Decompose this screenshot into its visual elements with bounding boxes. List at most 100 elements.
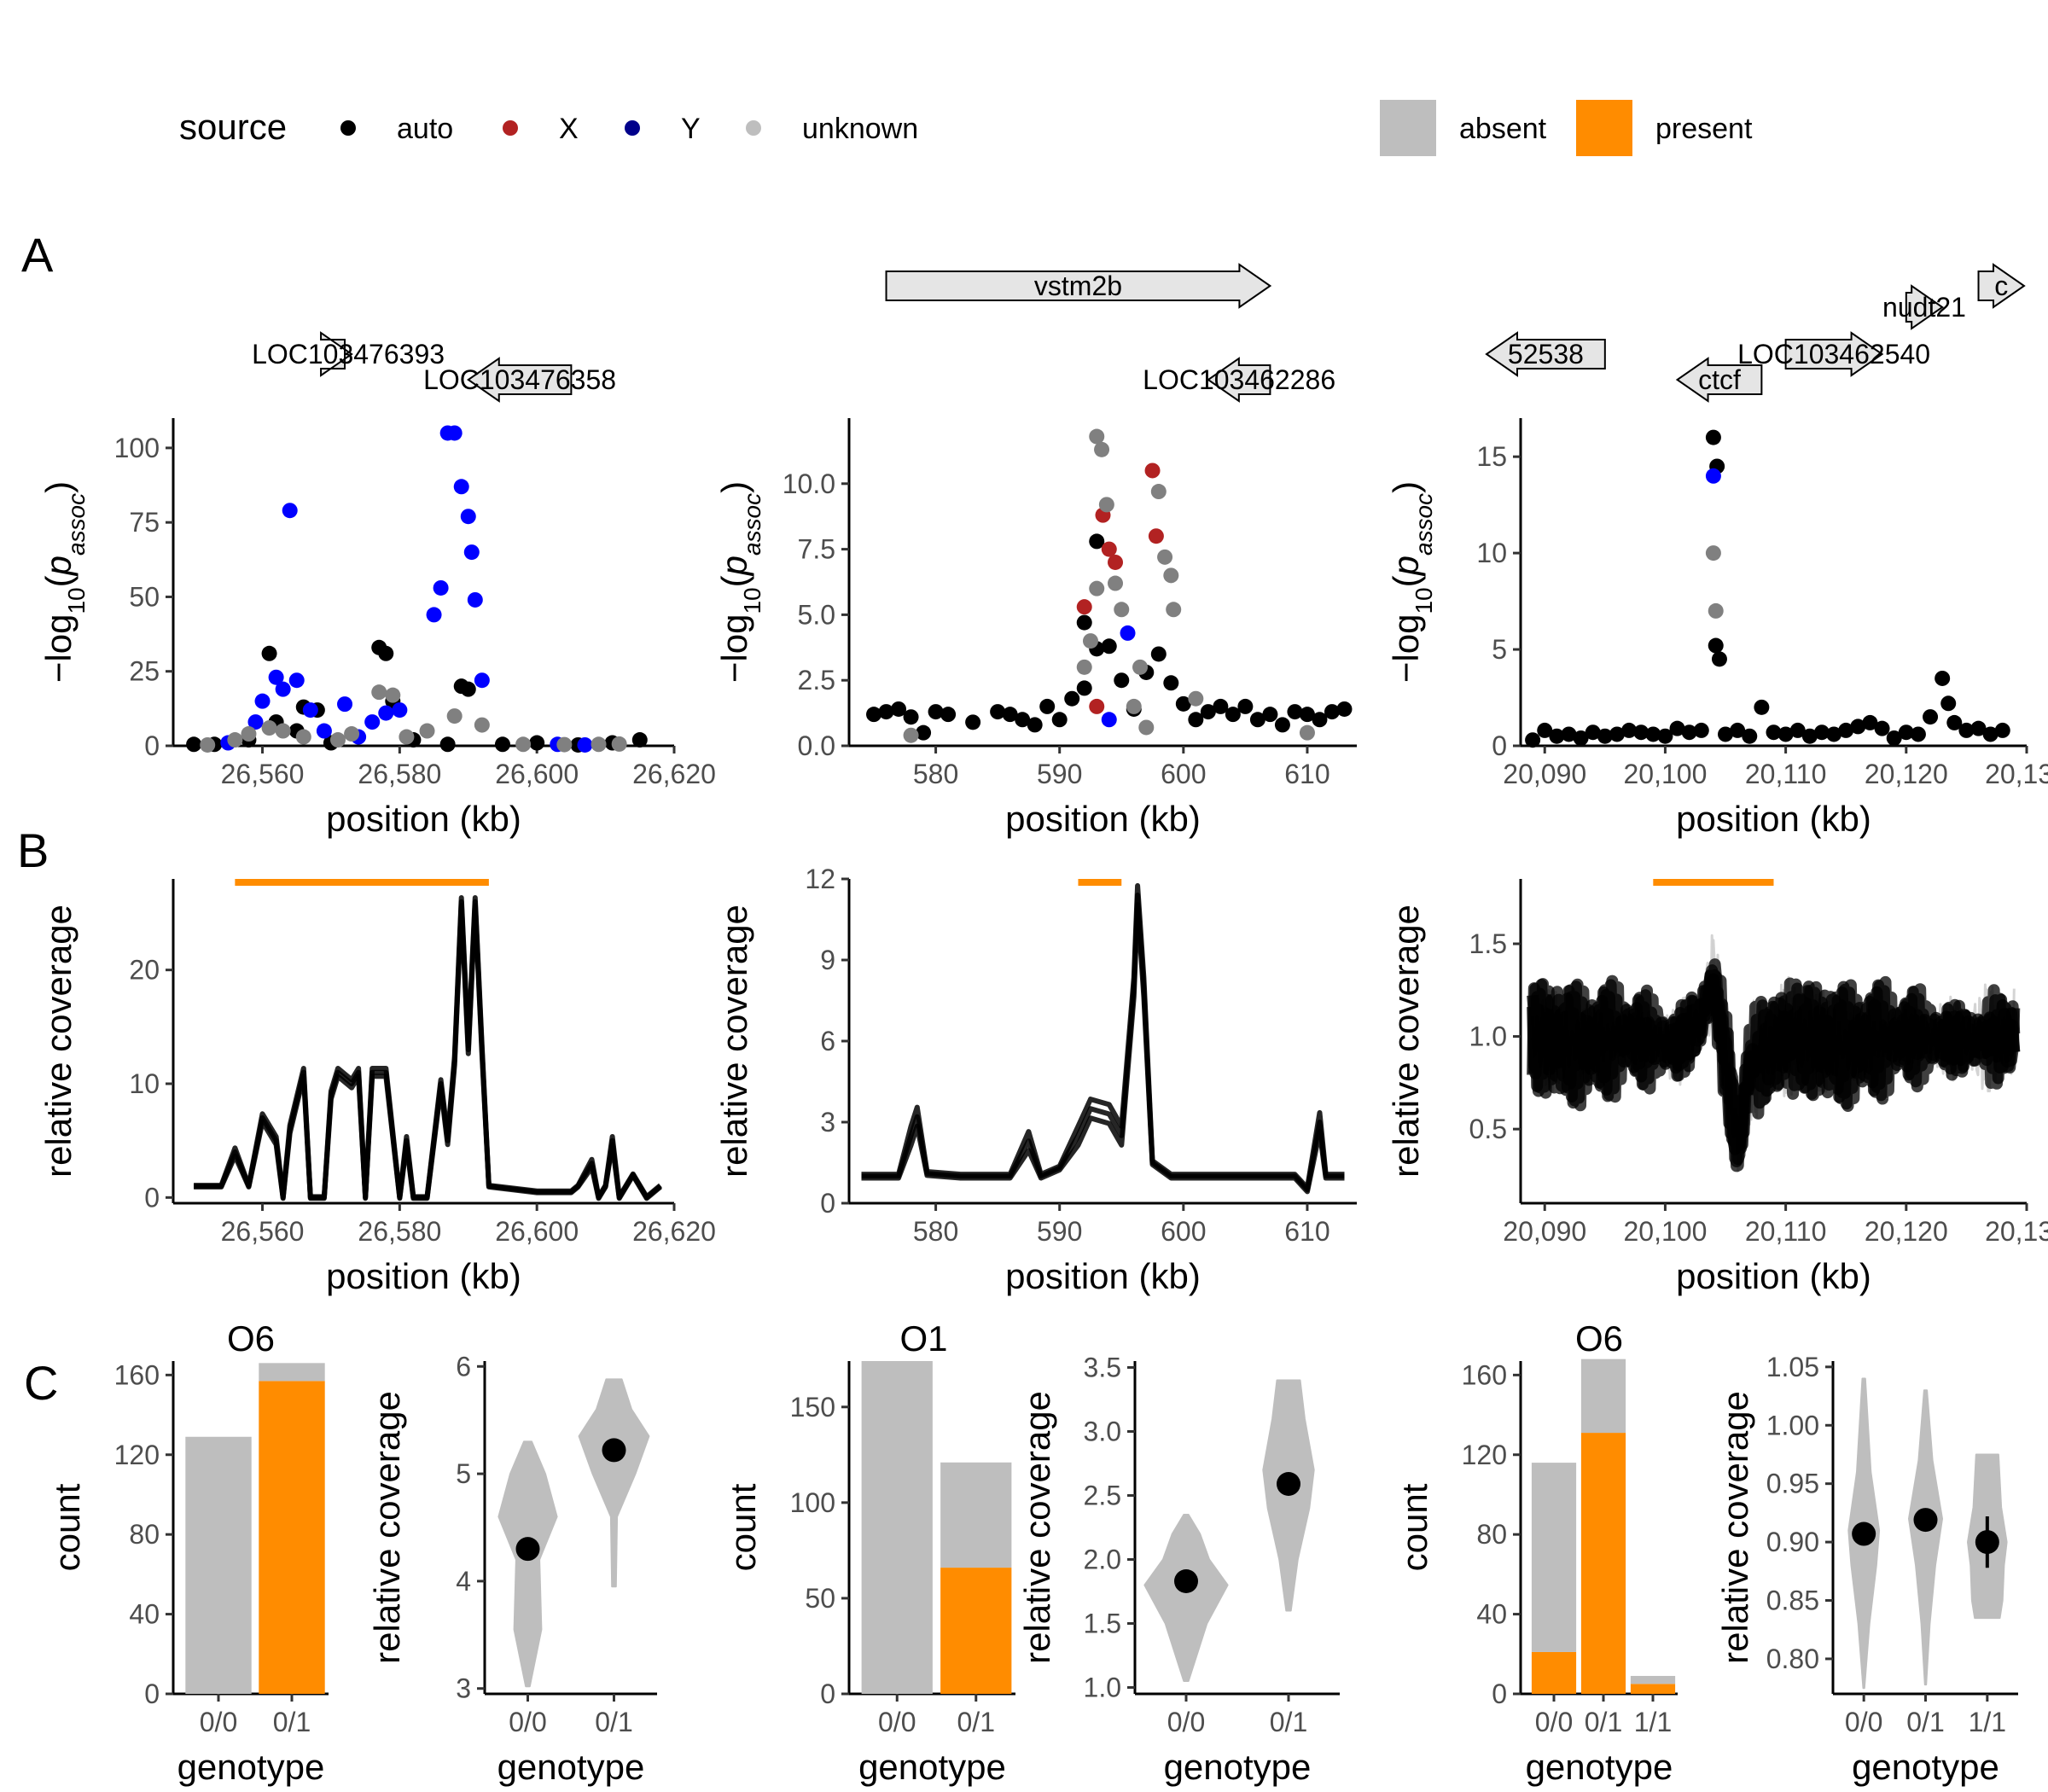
- C3a-ytick-label-4: 160: [1462, 1359, 1507, 1390]
- A1-point-Y-13: [392, 702, 408, 719]
- A3-point-auto-2: [1549, 728, 1565, 744]
- A3-point-auto-21: [1742, 728, 1758, 744]
- legend-unknown-key: [746, 120, 761, 136]
- A1-point-unknown-15: [556, 736, 573, 753]
- A1-point-unknown-10: [399, 729, 415, 745]
- B1-xtick-label-2: 26,600: [495, 1216, 579, 1247]
- B2-coverage-line-0: [861, 902, 1345, 1195]
- A1-ytick-label-1: 25: [129, 656, 160, 687]
- C3a-xtick-label-1: 0/1: [1585, 1707, 1622, 1737]
- C1a-bar-absent-0: [185, 1436, 252, 1694]
- C2a-x-axis-title: genotype: [858, 1747, 1006, 1787]
- A2-point-auto-11: [1027, 717, 1043, 733]
- C3a-ytick-label-0: 0: [1492, 1679, 1507, 1709]
- A3-point-auto-1: [1537, 722, 1553, 738]
- C1b-median-1: [602, 1438, 626, 1463]
- A1-point-Y-22: [474, 672, 490, 689]
- A3-xtick-label-4: 20,130: [1985, 759, 2048, 789]
- C3b-ytick-label-2: 0.90: [1766, 1527, 1819, 1557]
- C2b-xtick-label-0: 0/0: [1167, 1707, 1205, 1737]
- A1-point-auto-3: [261, 645, 277, 661]
- A2-point-auto-14: [1064, 690, 1080, 707]
- A2-point-unknown-15: [1126, 698, 1142, 714]
- A1-x-axis-title: position (kb): [326, 799, 521, 839]
- B2-ytick-label-3: 9: [820, 945, 835, 975]
- B3-ytick-label-1: 1.0: [1469, 1021, 1507, 1052]
- A1-point-Y-9: [337, 696, 353, 713]
- A2-point-auto-2: [891, 701, 907, 717]
- C3a-ytick-label-2: 80: [1476, 1519, 1507, 1550]
- A1-point-Y-7: [302, 702, 318, 719]
- A3-ytick-label-3: 15: [1476, 441, 1507, 472]
- A2-point-auto-21: [1150, 646, 1167, 662]
- C1a-ytick-label-3: 120: [114, 1440, 160, 1470]
- A1-point-unknown-6: [329, 732, 346, 748]
- A3-point-auto-34: [1898, 724, 1914, 741]
- A2-point-auto-13: [1051, 712, 1068, 728]
- A2-point-auto-22: [1163, 675, 1179, 691]
- C1a-y-axis-title: count: [47, 1483, 87, 1571]
- A3-point-auto-32: [1874, 720, 1890, 736]
- B3-coverage-line-5: [1527, 964, 2021, 1166]
- A3-gene-4: [1977, 263, 2026, 309]
- C1b-y-axis-title: relative coverage: [367, 1391, 407, 1664]
- A1-point-Y-17: [446, 425, 463, 441]
- C2a-y-axis-title: count: [723, 1483, 763, 1571]
- A2-xtick-label-0: 580: [913, 759, 958, 789]
- A2-point-auto-6: [940, 707, 957, 723]
- A1-point-unknown-16: [591, 736, 607, 753]
- A3-point-auto-36: [1923, 709, 1939, 725]
- A3-point-auto-11: [1657, 728, 1673, 744]
- A2-point-auto-29: [1249, 712, 1265, 728]
- C1a-ytick-label-2: 80: [129, 1519, 160, 1550]
- A2-x-axis-title: position (kb): [1005, 799, 1201, 839]
- A2-point-auto-3: [903, 709, 919, 725]
- A3-ytick-label-1: 5: [1492, 634, 1507, 665]
- C1b-median-0: [515, 1537, 540, 1562]
- A2-point-auto-18: [1114, 672, 1130, 689]
- C3a-ytick-label-1: 40: [1476, 1599, 1507, 1630]
- C1b-xtick-label-0: 0/0: [509, 1707, 546, 1737]
- C3a-bar-present-0: [1531, 1651, 1577, 1694]
- A1-point-auto-10: [378, 645, 394, 661]
- C1b-violin-1: [578, 1378, 650, 1588]
- A3-point-auto-28: [1826, 726, 1842, 742]
- C1a-ytick-label-1: 40: [129, 1599, 160, 1630]
- legend-absent-key: [1380, 100, 1436, 156]
- A1-point-auto-20: [631, 732, 648, 748]
- A3-xtick-label-3: 20,120: [1865, 759, 1948, 789]
- A1-point-unknown-8: [371, 684, 387, 701]
- C2a-bar-absent-0: [861, 1361, 933, 1694]
- A1-point-auto-0: [186, 736, 202, 753]
- A1-point-unknown-13: [474, 717, 490, 733]
- C2b-x-axis-title: genotype: [1164, 1747, 1312, 1787]
- C1a-x-axis-title: genotype: [177, 1747, 325, 1787]
- B1-ytick-label-0: 0: [144, 1182, 160, 1213]
- A1-xtick-label-2: 26,600: [495, 759, 579, 789]
- C1a-bar-present-1: [259, 1381, 325, 1694]
- A3-point-auto-41: [1970, 720, 1987, 736]
- C2b-y-axis-title: relative coverage: [1017, 1391, 1057, 1664]
- C1a-xtick-label-0: 0/0: [200, 1707, 237, 1737]
- A3-point-auto-9: [1633, 724, 1649, 741]
- A3-point-auto-25: [1789, 722, 1806, 738]
- A3-ytick-label-2: 10: [1476, 538, 1507, 568]
- A3-point-auto-5: [1585, 724, 1601, 741]
- A3-point-auto-19: [1718, 726, 1734, 742]
- C3a-title: O6: [1575, 1318, 1623, 1359]
- A3-point-auto-3: [1561, 726, 1577, 742]
- A2-xtick-label-3: 610: [1284, 759, 1329, 789]
- A1-point-Y-12: [378, 705, 394, 721]
- A1-point-unknown-7: [344, 726, 360, 742]
- C2a-ytick-label-3: 150: [790, 1392, 835, 1423]
- A3-point-auto-17: [1708, 637, 1724, 654]
- A1-y-axis-title: −log10(passoc): [38, 481, 90, 683]
- A3-gene-2: [1784, 331, 1884, 377]
- A2-gene-1: [1207, 357, 1271, 403]
- legend-present-label: present: [1655, 113, 1753, 145]
- A2-ytick-label-3: 7.5: [798, 534, 835, 565]
- B2-xtick-label-0: 580: [913, 1216, 958, 1247]
- B3-x-axis-title: position (kb): [1676, 1256, 1871, 1296]
- C2b-violin-0: [1143, 1514, 1229, 1682]
- A3-point-auto-6: [1597, 728, 1613, 744]
